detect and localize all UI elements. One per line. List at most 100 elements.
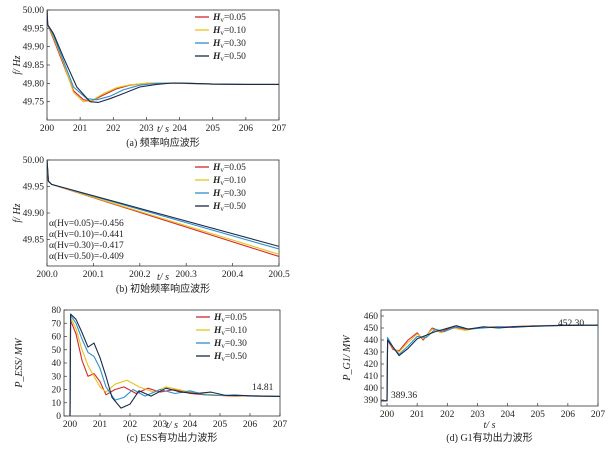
x-axis-label: t/ s [166, 420, 178, 431]
y-tick-label: 49.85 [23, 61, 45, 71]
y-tick-label: 49.90 [23, 43, 45, 53]
series-line-3 [47, 10, 279, 103]
x-tick-label: 200.2 [129, 270, 151, 280]
y-tick-label: 49.95 [23, 183, 45, 193]
x-tick-label: 205 [531, 410, 546, 420]
y-tick-label: 30 [52, 372, 62, 382]
y-tick-label: 440 [364, 336, 379, 346]
x-tick-label: 200 [63, 420, 78, 430]
x-tick-label: 200.5 [268, 270, 290, 280]
y-tick-label: 0 [56, 412, 61, 422]
y-axis-label: P_ESS/ MW [14, 337, 25, 389]
y-tick-label: 50.00 [23, 156, 45, 166]
series-group [47, 160, 279, 258]
x-tick-label: 200 [40, 124, 55, 134]
x-axis-label: t/ s [157, 272, 169, 283]
x-tick-label: 202 [123, 420, 138, 430]
y-tick-label: 10 [52, 399, 62, 409]
legend-label: Hv=0.50 [212, 202, 246, 213]
series-line-2 [381, 324, 598, 402]
y-tick-label: 49.75 [23, 98, 45, 108]
series-line-3 [381, 324, 598, 402]
y-tick-label: 80 [52, 306, 62, 316]
x-tick-label: 203 [153, 420, 168, 430]
legend-label: Hv=0.50 [213, 352, 247, 363]
y-tick-label: 49.85 [23, 236, 45, 246]
x-tick-label: 206 [561, 410, 576, 420]
y-tick-label: 70 [52, 319, 62, 329]
x-tick-label: 206 [239, 124, 254, 134]
legend-label: Hv=0.05 [212, 13, 246, 24]
x-tick-label: 203 [139, 124, 154, 134]
legend-label: Hv=0.30 [213, 339, 247, 350]
chart-panel-b: 49.85 49.90 49.95 50.00 200.0 200.1 200.2 200.3… [12, 156, 290, 295]
x-tick-label: 205 [206, 124, 221, 134]
plot-frame [380, 309, 599, 407]
x-tick-label: 205 [213, 420, 228, 430]
y-tick-label: 50.00 [23, 6, 45, 16]
series-group [69, 313, 280, 416]
x-tick-label: 207 [272, 124, 287, 134]
legend-label: Hv=0.30 [212, 189, 246, 200]
chart-panel-d: 390 400 410 420 430 440 450 460 200 201 202 203 204 2… [342, 309, 606, 444]
legend-label: Hv=0.50 [212, 52, 246, 63]
x-tick-label: 201 [410, 410, 425, 420]
legend-label: Hv=0.10 [213, 326, 247, 337]
x-tick-label: 202 [106, 124, 121, 134]
start-value-label: 389.36 [391, 391, 417, 401]
series-line-1 [381, 324, 598, 402]
x-tick-label: 203 [470, 410, 485, 420]
x-tick-label: 207 [591, 410, 606, 420]
x-tick-label: 200 [380, 410, 395, 420]
legend-label: Hv=0.05 [212, 163, 246, 174]
series-line-1 [69, 317, 280, 416]
y-tick-label: 430 [364, 348, 379, 358]
x-tick-label: 200.3 [176, 270, 198, 280]
y-tick-label: 49.90 [23, 209, 45, 219]
series-line-0 [381, 324, 598, 402]
series-line-3 [69, 313, 280, 416]
series-group [381, 324, 598, 402]
x-tick-label: 200.1 [83, 270, 105, 280]
slope-annotation: α(Hv=0.30)=-0.417 [49, 240, 124, 251]
y-axis-label: f/ Hz [12, 203, 23, 222]
x-axis-label: t/ s [157, 124, 169, 135]
chart-caption: (c) ESS有功出力波形 [127, 431, 218, 444]
series-line-0 [69, 320, 280, 416]
y-tick-label: 410 [364, 372, 379, 382]
legend-label: Hv=0.05 [213, 313, 247, 324]
chart-panel-c: 0 10 20 30 40 50 60 70 80 200 201 202 203 204 205 206 20… [14, 306, 287, 444]
y-tick-label: 450 [364, 324, 379, 334]
x-tick-label: 204 [183, 420, 198, 430]
x-tick-label: 207 [273, 420, 288, 430]
y-tick-label: 49.95 [23, 24, 45, 34]
chart-panel-a: 49.75 49.80 49.85 49.90 49.95 50.00 200 201 202 2… [12, 6, 286, 149]
chart-caption: (b) 初始频率响应波形 [116, 282, 210, 295]
plot-frame [63, 309, 281, 417]
y-tick-label: 20 [52, 386, 62, 396]
x-tick-label: 202 [440, 410, 455, 420]
legend-label: Hv=0.30 [212, 39, 246, 50]
slope-annotation: α(Hv=0.10)=-0.441 [49, 229, 124, 240]
y-axis-label: f/ Hz [12, 55, 23, 74]
x-axis-label: t/ s [484, 420, 496, 431]
y-tick-label: 50 [52, 346, 62, 356]
y-tick-label: 40 [52, 359, 62, 369]
chart-caption: (a) 频率响应波形 [126, 136, 200, 149]
chart-caption: (d) G1有功出力波形 [446, 431, 532, 444]
x-tick-label: 200.4 [222, 270, 244, 280]
series-line-2 [69, 314, 280, 416]
y-tick-label: 420 [364, 360, 379, 370]
x-tick-label: 201 [93, 420, 108, 430]
legend-label: Hv=0.10 [212, 26, 246, 37]
x-tick-label: 204 [172, 124, 187, 134]
end-value-label: 452.30 [558, 319, 584, 329]
y-tick-label: 60 [52, 333, 62, 343]
y-axis-label: P_G1/ MW [342, 334, 353, 382]
x-tick-label: 201 [73, 124, 88, 134]
y-tick-label: 400 [364, 384, 379, 394]
end-value-label: 14.81 [252, 383, 274, 393]
slope-annotation: α(Hv=0.50)=-0.409 [49, 251, 124, 262]
x-tick-label: 200.0 [36, 270, 58, 280]
